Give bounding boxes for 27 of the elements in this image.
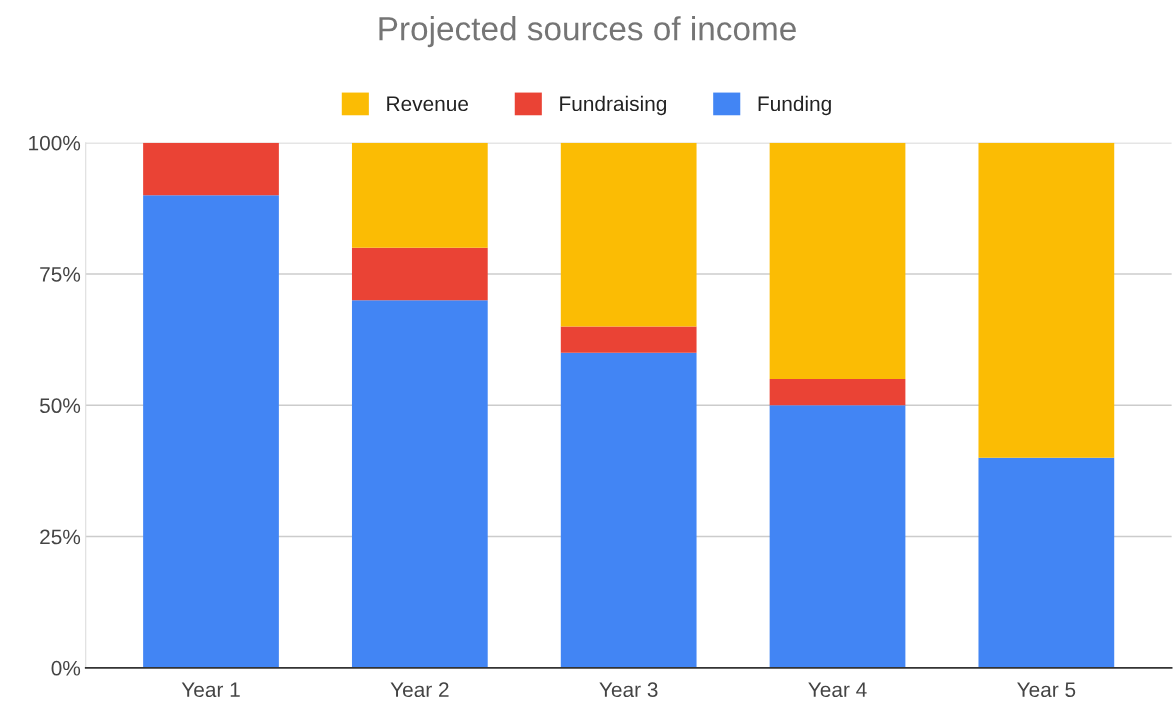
y-tick-label: 100% — [29, 135, 81, 151]
bar — [560, 142, 697, 327]
bar — [769, 405, 906, 668]
x-tick-label: Year 5 — [1017, 682, 1076, 698]
bar — [351, 300, 488, 668]
legend-label: Funding — [758, 95, 831, 116]
y-tick-label: 25% — [40, 529, 81, 545]
y-tick-label: 0% — [51, 660, 81, 676]
bar — [978, 142, 1115, 458]
bar — [978, 457, 1115, 668]
x-tick-label: Year 4 — [808, 682, 867, 698]
y-tick-label: 75% — [40, 267, 81, 282]
bar — [143, 142, 279, 196]
x-tick-label: Year 1 — [181, 682, 240, 698]
bar — [769, 142, 906, 380]
bar — [769, 379, 906, 406]
chart-title: Projected sources of income — [379, 16, 796, 48]
x-tick-label: Year 2 — [390, 682, 449, 698]
bar — [351, 142, 488, 248]
y-tick-label: 50% — [39, 398, 81, 414]
bar — [351, 247, 488, 301]
bar — [143, 195, 279, 668]
bar — [560, 352, 697, 668]
legend-label: Fundraising — [560, 95, 667, 116]
legend-label: Revenue — [387, 96, 468, 112]
bar — [560, 326, 697, 353]
x-tick-label: Year 3 — [599, 682, 658, 698]
